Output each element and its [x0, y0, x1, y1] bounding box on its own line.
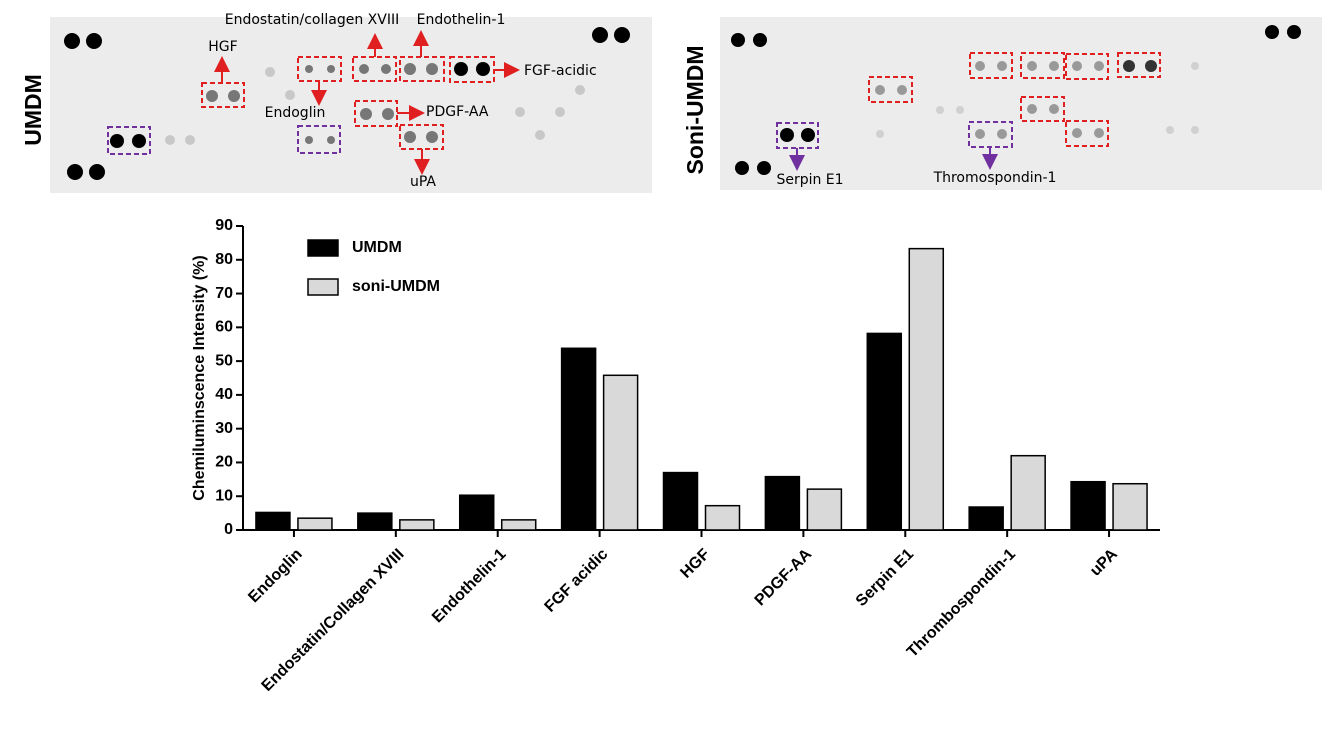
y-tick-label: 10: [215, 487, 233, 504]
blot-label: uPA: [410, 174, 436, 190]
blot-label: FGF-acidic: [524, 63, 597, 79]
y-axis-title: Chemiluminscence Intensity (%): [191, 255, 208, 500]
x-tick-label: HGF: [677, 546, 713, 582]
legend-swatch: [307, 278, 339, 296]
bar: [764, 475, 801, 531]
chart: Chemiluminscence Intensity (%) 0 10 20 30 40…: [191, 217, 1160, 695]
y-tick-label: 70: [215, 285, 233, 302]
blot-label: PDGF-AA: [426, 104, 489, 120]
blot-title: UMDM: [20, 74, 46, 146]
bar: [500, 519, 537, 531]
bar: [357, 512, 393, 531]
x-tick-label: PDGF-AA: [752, 545, 816, 609]
legend-label: UMDM: [352, 239, 402, 256]
bar: [1112, 482, 1148, 531]
y-tick-label: 80: [215, 251, 233, 268]
legend-swatch: [307, 239, 339, 257]
x-tick-label: Serpin E1: [853, 546, 917, 610]
bar: [908, 247, 945, 531]
bar: [399, 519, 435, 531]
x-tick-label: Endothelin-1: [429, 546, 510, 627]
bar: [704, 504, 741, 531]
y-tick-label: 90: [215, 217, 233, 234]
bar: [255, 511, 291, 531]
blot-label: Endostatin/collagen XVIII: [225, 12, 400, 28]
bar: [806, 488, 843, 531]
x-tick-label: Endoglin: [245, 546, 305, 606]
bar: [1010, 454, 1046, 531]
y-tick-label: 60: [215, 319, 233, 336]
x-tick-label: Thrombospondin-1: [904, 546, 1019, 661]
x-tick-label: FGF acidic: [542, 546, 612, 616]
legend-label: soni-UMDM: [352, 278, 440, 295]
x-tick-label: uPA: [1087, 545, 1121, 579]
bar: [458, 494, 495, 531]
y-tick-label: 40: [215, 386, 233, 403]
y-tick-label: 50: [215, 352, 233, 369]
bar: [560, 347, 597, 531]
blot-left: Endostatin/collagen XVIII Endothelin-1 H…: [20, 12, 652, 193]
bar: [662, 471, 699, 531]
bar: [602, 374, 639, 531]
blot-label: Thromospondin-1: [933, 170, 1057, 186]
bar: [968, 506, 1004, 531]
bar: [866, 332, 903, 531]
bar: [297, 517, 333, 531]
blot-label: Serpin E1: [776, 172, 843, 188]
y-tick-label: 30: [215, 420, 233, 437]
blot-title: Soni-UMDM: [682, 45, 708, 174]
blot-label: HGF: [208, 39, 237, 55]
blot-right: Serpin E1 Thromospondin-1 Soni-UMDM: [682, 17, 1322, 190]
bar: [1070, 480, 1106, 531]
y-tick-label: 0: [224, 521, 233, 538]
blot-label: Endothelin-1: [417, 12, 506, 28]
y-tick-label: 20: [215, 454, 233, 471]
blot-label: Endoglin: [265, 105, 326, 121]
